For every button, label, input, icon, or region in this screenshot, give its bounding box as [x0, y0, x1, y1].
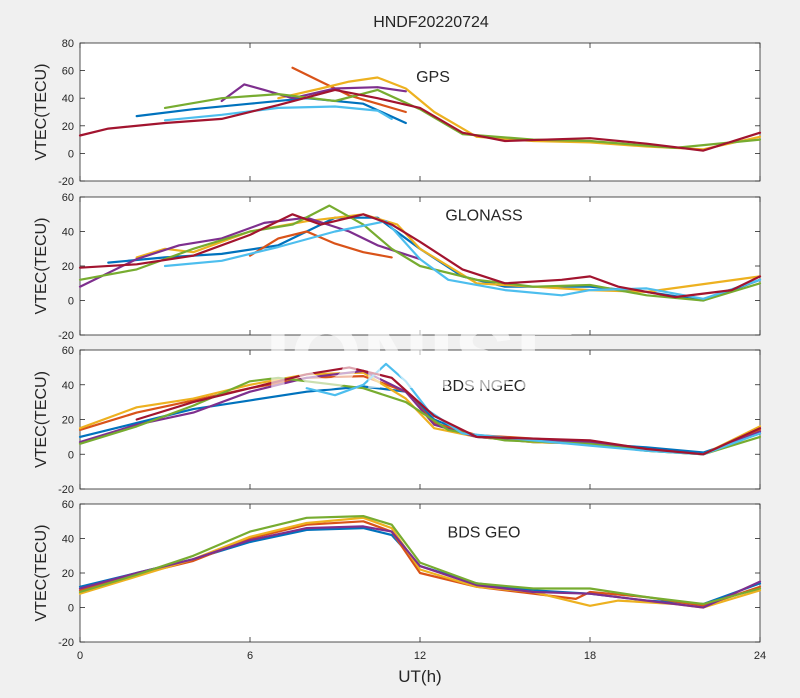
series-line [248, 230, 393, 259]
x-tick-label: 24 [754, 650, 766, 662]
series-line [78, 88, 762, 152]
series-line [163, 88, 762, 149]
y-tick-label: -20 [58, 330, 74, 342]
series-line [78, 213, 762, 299]
panel-annotation: BDS NGEO [442, 378, 526, 395]
y-tick-label: 80 [62, 38, 74, 50]
panel-1: -20 0 20 40 60 80 VTEC(TECU) GPS [33, 38, 762, 188]
y-tick-label: 60 [62, 192, 74, 204]
y-tick-label: 40 [62, 227, 74, 239]
y-tick-label: -20 [58, 176, 74, 188]
panel-annotation: BDS GEO [448, 525, 521, 542]
y-tick-label: 0 [68, 296, 74, 308]
y-tick-label: -20 [58, 484, 74, 496]
series-line [78, 525, 762, 609]
y-tick-label: 20 [62, 261, 74, 273]
y-tick-label: 20 [62, 121, 74, 133]
x-tick-label: 12 [414, 650, 426, 662]
plot-area [79, 42, 761, 182]
y-tick-label: 20 [62, 568, 74, 580]
y-axis-label: VTEC(TECU) [33, 525, 50, 622]
y-tick-label: -20 [58, 637, 74, 649]
x-axis-label: UT(h) [398, 667, 441, 686]
x-tick-label: 18 [584, 650, 596, 662]
y-axis-label: VTEC(TECU) [33, 64, 50, 161]
y-tick-label: 60 [62, 499, 74, 511]
y-tick-label: 60 [62, 345, 74, 357]
plot-area [79, 349, 761, 490]
series-line [220, 83, 407, 103]
y-tick-label: 0 [68, 603, 74, 615]
panel-2: -20 0 20 40 60 VTEC(TECU) GLONASS [33, 192, 762, 342]
series-line [163, 105, 393, 122]
y-tick-label: 20 [62, 415, 74, 427]
series-line [135, 97, 407, 125]
panel-3: -20 0 20 40 60 VTEC(TECU) BDS NGEO [33, 345, 762, 496]
panel-annotation: GLONASS [445, 207, 522, 224]
series-line [78, 515, 762, 606]
y-axis-label: VTEC(TECU) [33, 371, 50, 468]
series-line [291, 66, 407, 114]
y-axis-label: VTEC(TECU) [33, 218, 50, 315]
series-line [78, 216, 422, 288]
x-tick-label: 6 [247, 650, 253, 662]
series-line [78, 204, 762, 302]
y-tick-label: 60 [62, 66, 74, 78]
x-tick-label: 0 [77, 650, 83, 662]
y-tick-label: 40 [62, 380, 74, 392]
panel-annotation: GPS [416, 69, 450, 86]
chart-title: HNDF20220724 [373, 14, 489, 31]
series-line [163, 220, 762, 300]
y-tick-label: 40 [62, 534, 74, 546]
y-tick-label: 0 [68, 449, 74, 461]
y-tick-label: 40 [62, 93, 74, 105]
watermark-text: IONISE [265, 306, 577, 408]
y-tick-label: 0 [68, 148, 74, 160]
series-line [135, 366, 762, 456]
